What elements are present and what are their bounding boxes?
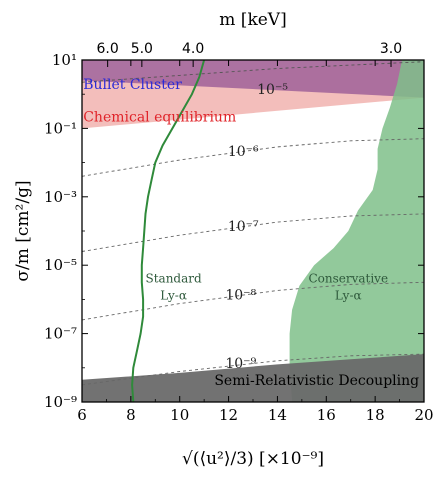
y-tick-label-2: 10⁻⁵: [44, 256, 77, 274]
plot-overlay: 10⁻⁵ 10⁻⁶ 10⁻⁷ 10⁻⁸ 10⁻⁹ Bullet Cluster Chemic…: [83, 77, 419, 389]
contour-label-1: 10⁻⁶: [228, 144, 259, 160]
region-conservative-ly-alpha: [289, 60, 424, 402]
contour-line-3: [82, 353, 424, 386]
label-chemical-equilibrium: Chemical equilibrium: [83, 110, 236, 126]
standard-ly-alpha-curve: [131, 60, 206, 402]
label-semi-relativistic: Semi-Relativistic Decoupling: [214, 373, 419, 389]
x-tick-label-0: 6: [77, 406, 87, 424]
contour-line-0: [82, 138, 424, 177]
label-conservative-ly-alpha-1: Conservative: [308, 271, 388, 285]
x-tick-label-4: 14: [268, 406, 287, 424]
plot-area: [82, 60, 424, 402]
top-tick-label-1: 5.0: [131, 41, 153, 57]
region-bullet-cluster: [82, 60, 424, 98]
contour-label-0: 10⁻⁵: [257, 82, 288, 98]
y-tick-label-1: 10⁻⁷: [44, 325, 77, 343]
x-tick-label-1: 8: [126, 406, 136, 424]
contour-label-2: 10⁻⁷: [228, 219, 259, 235]
contour-line-top: [82, 61, 424, 83]
label-conservative-ly-alpha-2: Ly-α: [335, 288, 362, 302]
label-bullet-cluster: Bullet Cluster: [83, 77, 182, 93]
label-standard-ly-alpha-1: Standard: [146, 271, 202, 285]
region-semi-relativistic-decoupling: [82, 354, 424, 402]
label-standard-ly-alpha-2: Ly-α: [160, 288, 187, 302]
y-axis-title: σ/m [cm²/g]: [13, 180, 33, 281]
top-tick-label-3: 3.0: [380, 41, 402, 57]
contour-label-3: 10⁻⁸: [225, 287, 256, 303]
y-tick-label-4: 10⁻¹: [44, 119, 77, 137]
x-tick-label-7: 20: [414, 406, 433, 424]
y-tick-label-0: 10⁻⁹: [44, 393, 77, 411]
x-tick-label-3: 12: [219, 406, 238, 424]
top-axis-title: m [keV]: [219, 10, 286, 30]
top-tick-label-0: 6.0: [97, 41, 119, 57]
x-tick-label-5: 16: [317, 406, 336, 424]
y-tick-label-5: 10¹: [52, 51, 77, 69]
top-tick-label-2: 4.0: [182, 41, 204, 57]
x-axis-title: √(⟨u²⟩/3) [×10⁻⁹]: [182, 449, 324, 469]
contour-line-1: [82, 213, 424, 252]
contour-line-2: [82, 281, 424, 321]
axes: 6 8 10 12 14 16 18 20 10⁻⁹ 10⁻⁷ 10⁻⁵ 10⁻³ 10⁻¹ 10¹ 6.0…: [44, 41, 434, 424]
x-tick-label-2: 10: [170, 406, 189, 424]
y-tick-label-3: 10⁻³: [44, 188, 77, 206]
contour-label-4: 10⁻⁹: [225, 356, 256, 372]
x-tick-label-6: 18: [366, 406, 385, 424]
